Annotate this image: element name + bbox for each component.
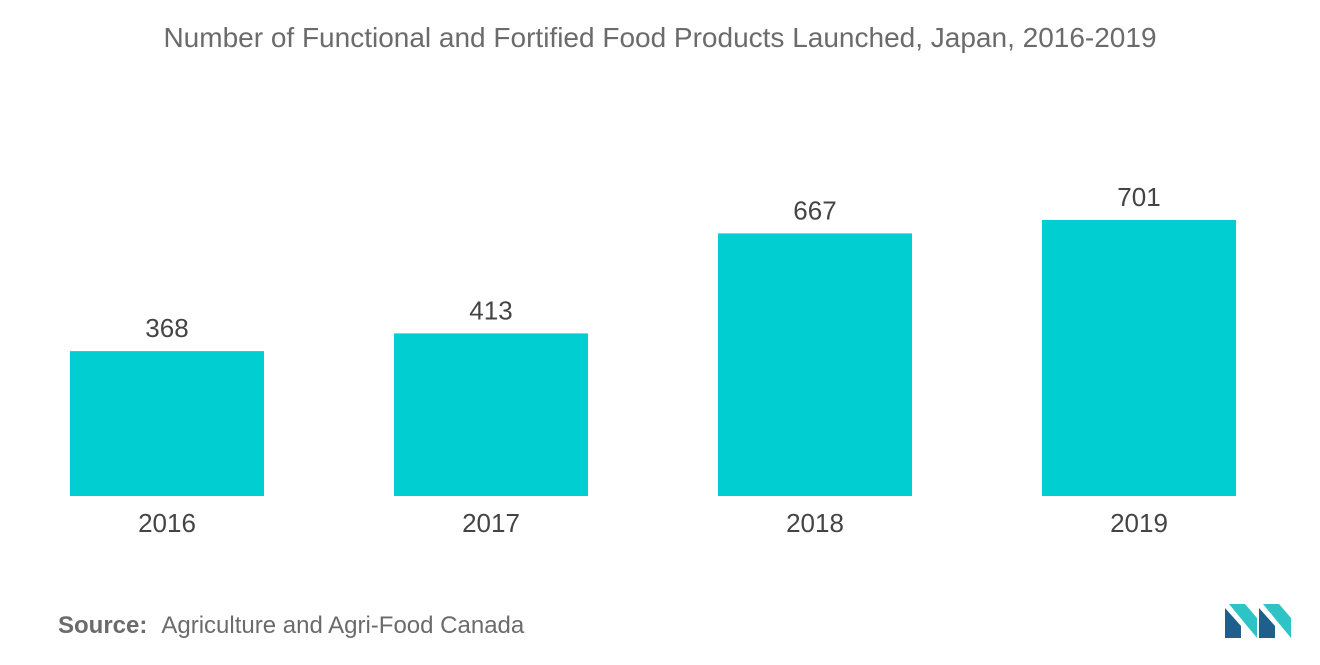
- data-label-2017: 413: [469, 295, 512, 325]
- x-tick-label-2019: 2019: [1110, 508, 1168, 538]
- mordor-intelligence-logo-icon: [1225, 604, 1291, 638]
- bar-2018: [718, 233, 912, 496]
- x-tick-label-2016: 2016: [138, 508, 196, 538]
- x-tick-label-2017: 2017: [462, 508, 520, 538]
- bar-2019: [1042, 220, 1236, 496]
- data-label-2018: 667: [793, 195, 836, 225]
- data-label-2016: 368: [145, 313, 188, 343]
- bar-2017: [394, 333, 588, 496]
- bar-2016: [70, 351, 264, 496]
- source-note: Source: Agriculture and Agri-Food Canada: [58, 612, 524, 640]
- source-label: Source:: [58, 612, 148, 639]
- x-tick-label-2018: 2018: [786, 508, 844, 538]
- data-label-2019: 701: [1117, 182, 1160, 212]
- bar-chart: 368 2016 413 2017 667 2018 701 2019: [70, 182, 1236, 538]
- chart-title: Number of Functional and Fortified Food …: [163, 22, 1157, 53]
- source-text: Agriculture and Agri-Food Canada: [161, 612, 525, 639]
